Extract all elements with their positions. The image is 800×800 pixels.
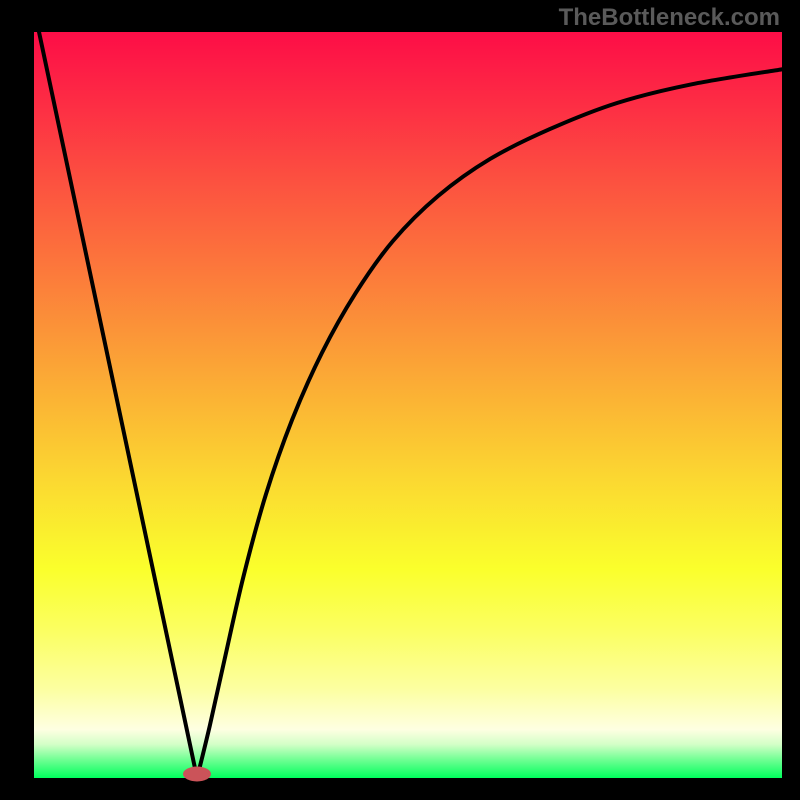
plot-area [34, 32, 782, 778]
curve-line [34, 32, 782, 778]
minimum-marker [183, 767, 211, 782]
chart-container: TheBottleneck.com [0, 0, 800, 800]
watermark-text: TheBottleneck.com [559, 4, 780, 32]
